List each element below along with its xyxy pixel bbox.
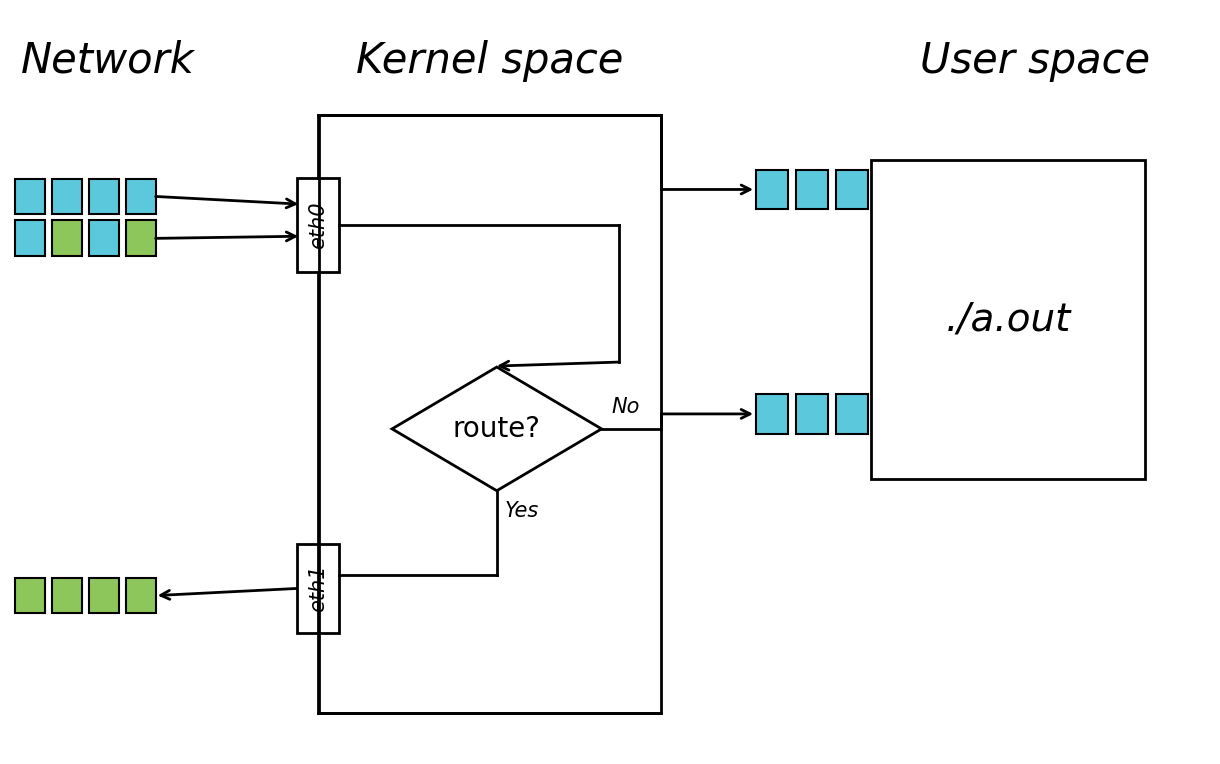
Bar <box>89 220 118 256</box>
Bar <box>797 170 828 209</box>
Bar <box>797 394 828 434</box>
Bar <box>836 170 867 209</box>
Text: Kernel space: Kernel space <box>356 40 623 82</box>
Text: eth1: eth1 <box>309 565 328 612</box>
Bar <box>126 179 156 215</box>
Text: Network: Network <box>21 40 195 82</box>
Polygon shape <box>392 367 601 490</box>
Text: eth0: eth0 <box>309 201 328 248</box>
Bar <box>126 578 156 613</box>
Bar <box>15 578 45 613</box>
Bar <box>320 115 661 713</box>
Bar <box>52 179 82 215</box>
Bar <box>298 544 339 633</box>
Bar <box>52 578 82 613</box>
Bar <box>15 220 45 256</box>
Text: User space: User space <box>920 40 1150 82</box>
Text: route?: route? <box>453 415 540 443</box>
Bar <box>126 220 156 256</box>
Text: ./a.out: ./a.out <box>946 300 1071 338</box>
Text: No: No <box>611 397 640 417</box>
Bar <box>756 394 788 434</box>
Text: Yes: Yes <box>505 500 539 521</box>
Bar <box>298 177 339 272</box>
Bar <box>756 170 788 209</box>
Bar <box>871 160 1146 479</box>
Bar <box>89 578 118 613</box>
Bar <box>15 179 45 215</box>
Bar <box>836 394 867 434</box>
Bar <box>89 179 118 215</box>
Bar <box>52 220 82 256</box>
